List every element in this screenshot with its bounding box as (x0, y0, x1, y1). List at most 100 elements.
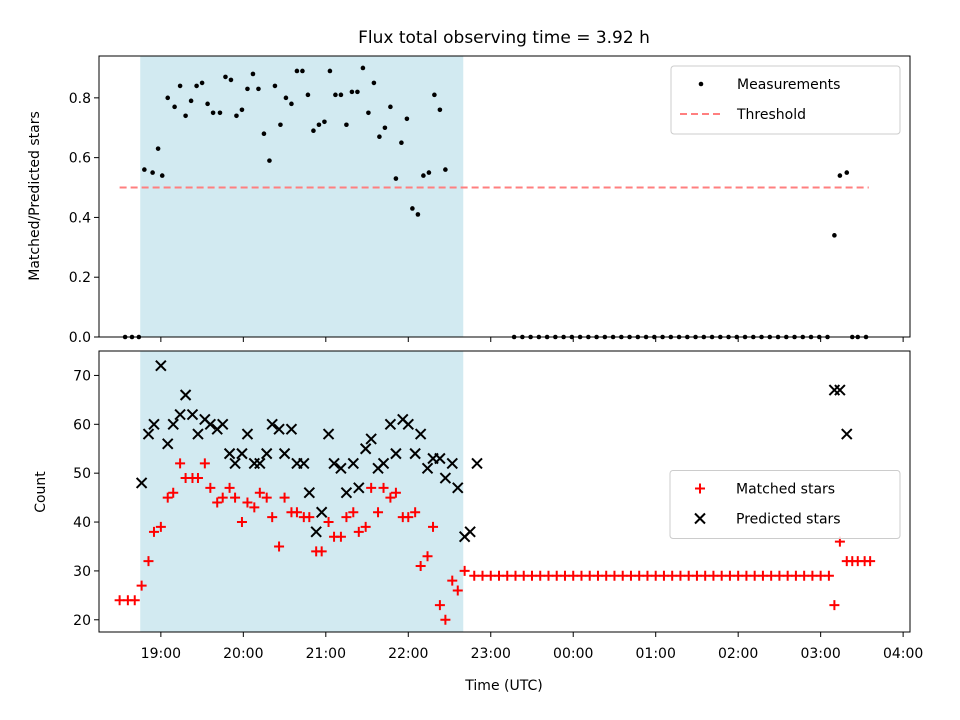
data-point-predicted (192, 428, 204, 440)
data-point-measurement (267, 158, 272, 163)
data-point-predicted (402, 418, 414, 431)
data-point-matched (148, 526, 159, 537)
data-point-measurement (278, 122, 283, 128)
legend-box (670, 65, 901, 135)
data-point-matched (192, 473, 203, 484)
legend-marker-measurements (698, 81, 704, 87)
data-point-predicted (273, 423, 285, 435)
data-point-measurement (245, 86, 250, 92)
observing-span (140, 351, 464, 632)
x-tick-label: 23:00 (471, 646, 511, 662)
legend-marker-predicted (694, 512, 706, 525)
axes-frame (98, 55, 911, 338)
data-point-predicted (340, 487, 353, 499)
data-point-matched (279, 492, 290, 503)
x-tick-label: 22:00 (388, 646, 428, 662)
data-point-predicted (223, 447, 236, 460)
data-point-measurement (142, 167, 147, 172)
data-point-matched (236, 517, 247, 528)
data-point-measurement (837, 173, 843, 178)
data-point-matched (373, 507, 384, 518)
data-point-matched (422, 551, 433, 562)
data-point-measurement (426, 170, 432, 175)
data-point-measurement (188, 98, 194, 104)
data-point-predicted (303, 487, 316, 499)
data-point-matched (348, 507, 359, 518)
data-point-predicted (377, 457, 390, 470)
data-point-predicted (260, 447, 273, 460)
data-point-predicted (471, 457, 483, 470)
data-point-matched (385, 492, 396, 503)
data-point-matched (434, 600, 445, 611)
data-point-matched (366, 482, 377, 493)
data-point-measurement (421, 173, 426, 178)
data-point-measurement (415, 212, 421, 217)
y-tick-label: 30 (73, 564, 91, 580)
data-point-measurement (155, 146, 161, 151)
data-point-matched (162, 492, 173, 503)
y-tick-label: 0.0 (69, 330, 91, 346)
y-tick-label: 20 (73, 613, 91, 629)
data-point-measurement (311, 128, 316, 134)
x-tick-label: 01:00 (636, 646, 676, 662)
data-point-measurement (261, 131, 267, 137)
data-point-matched (274, 541, 285, 552)
data-point-matched (129, 595, 140, 606)
data-point-predicted (421, 462, 434, 474)
data-point-measurement (371, 80, 377, 86)
data-point-measurement (349, 89, 355, 95)
data-point-measurement (844, 170, 850, 175)
data-point-matched (410, 507, 421, 518)
data-point-matched (267, 512, 278, 523)
data-point-predicted (174, 408, 186, 421)
panel-count: 20 30 40 50 60 70 19:00 20:00 21:00 22:00 23:00 00:… (73, 350, 923, 662)
data-point-matched (415, 561, 426, 572)
data-point-matched (168, 487, 179, 498)
data-point-predicted (179, 389, 192, 401)
panel-ratio: 0.0 0.2 0.4 0.6 0.8 Measurements Threshold (69, 55, 911, 346)
data-point-measurement (172, 104, 177, 110)
data-point-matched (452, 585, 463, 596)
data-point-measurement (283, 95, 289, 101)
data-point-matched (440, 614, 451, 625)
data-point-predicted (328, 457, 340, 470)
data-point-predicted (217, 418, 229, 431)
data-point-matched (353, 526, 364, 537)
data-point-predicted (278, 447, 291, 460)
data-point-measurement (393, 176, 399, 181)
data-point-measurement (159, 173, 165, 178)
y-tick-label: 0.6 (69, 151, 91, 167)
data-point-predicted (446, 457, 458, 470)
y-tick-label: 0.2 (69, 270, 91, 286)
data-point-matched (323, 517, 334, 528)
x-tick-label: 00:00 (553, 646, 593, 662)
data-point-measurement (205, 101, 210, 107)
data-point-measurement (210, 110, 216, 116)
series-predicted-stars (135, 359, 853, 543)
y-tick-label: 70 (73, 368, 91, 384)
data-point-predicted (322, 428, 335, 440)
data-point-measurement (289, 101, 294, 107)
data-point-matched (316, 546, 327, 557)
data-point-measurement (322, 119, 327, 125)
data-point-predicted (365, 433, 377, 445)
data-point-predicted (298, 457, 310, 470)
data-point-measurement (399, 140, 404, 145)
data-point-predicted (315, 506, 328, 518)
data-point-measurement (194, 83, 199, 89)
data-point-measurement (410, 206, 415, 211)
y-tick-label: 50 (73, 466, 91, 482)
data-point-matched (291, 507, 302, 518)
data-point-predicted (241, 428, 254, 440)
data-point-matched (865, 556, 876, 567)
data-point-measurement (183, 113, 188, 119)
data-point-measurement (300, 68, 305, 74)
data-point-measurement (333, 92, 338, 98)
data-point-predicted (347, 457, 360, 470)
data-point-matched (224, 482, 235, 493)
data-point-measurement (234, 113, 239, 119)
data-point-predicted (135, 477, 148, 489)
legend-label: Threshold (736, 107, 806, 123)
data-point-measurement (443, 167, 448, 172)
